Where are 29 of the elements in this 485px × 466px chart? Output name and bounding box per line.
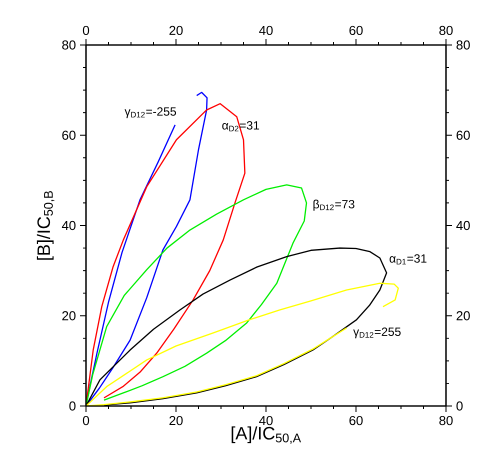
- line-series: [86, 184, 308, 406]
- series-label: α$_{D2}$=31: [222, 121, 260, 132]
- series-label: γ$_{D12}$=255: [353, 327, 401, 338]
- y2-tick-label: 80: [456, 40, 470, 50]
- y-tick-label: 0: [69, 401, 76, 411]
- x2-tick-label: 40: [259, 26, 273, 36]
- series-label: γ$_{D12}$=-255: [124, 107, 176, 118]
- x-tick-label: 80: [439, 416, 453, 426]
- x2-tick-label: 0: [82, 26, 90, 36]
- line-series: [86, 282, 399, 406]
- y-tick-label: 60: [62, 130, 76, 140]
- y-tick-label: 80: [62, 40, 76, 50]
- series-label: β$_{D12}$=73: [313, 200, 354, 211]
- x-axis-title: [A]/IC$_{50,A}$: [232, 426, 302, 444]
- x2-tick-label: 20: [169, 26, 183, 36]
- y2-tick-label: 40: [456, 220, 470, 230]
- y2-tick-label: 60: [456, 130, 470, 140]
- x2-tick-label: 80: [439, 26, 453, 36]
- x-tick-label: 0: [82, 416, 90, 426]
- series-label: α$_{D1}$=31: [390, 254, 426, 264]
- x-tick-label: 20: [169, 416, 183, 426]
- x-tick-label: 40: [259, 416, 273, 426]
- y-axis-title: [B]/IC$_{50,B}$: [36, 191, 54, 260]
- y2-tick-label: 0: [456, 401, 463, 411]
- y2-tick-label: 20: [456, 311, 470, 320]
- x2-tick-label: 60: [349, 26, 363, 36]
- y-tick-label: 40: [62, 220, 76, 230]
- x-tick-label: 60: [349, 416, 363, 426]
- y-tick-label: 20: [62, 311, 76, 320]
